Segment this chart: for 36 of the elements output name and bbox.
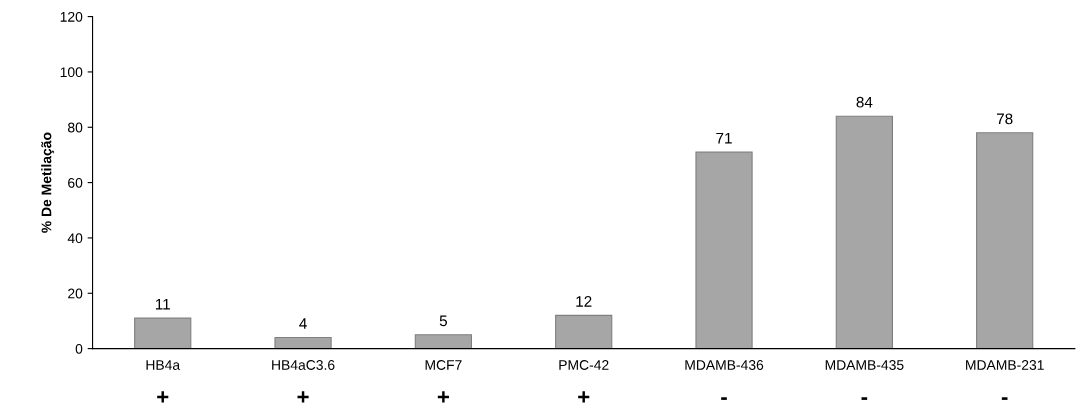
y-tick-label: 80	[68, 122, 83, 133]
y-tick-label: 60	[68, 177, 83, 188]
data-label: 78	[996, 113, 1013, 125]
y-tick-label: 120	[60, 11, 83, 22]
text: +	[297, 391, 309, 403]
bar	[835, 115, 893, 349]
x-tick-label: HB4aC3.6	[272, 360, 335, 370]
bar	[555, 314, 613, 349]
text: -	[721, 397, 727, 400]
data-label: 5	[439, 315, 447, 327]
data-label: 4	[299, 318, 307, 329]
data-label: 11	[155, 298, 170, 310]
data-label: 71	[716, 132, 732, 144]
x-tick-label: HB4a	[146, 360, 181, 370]
text: +	[437, 391, 449, 403]
data-label: 12	[576, 296, 592, 307]
y-tick-label: 100	[60, 67, 83, 78]
text: -	[1001, 397, 1008, 400]
x-tick-label: MDAMB-436	[685, 360, 764, 370]
x-tick-label: PMC-42	[559, 360, 609, 370]
y-tick-label: 40	[67, 233, 83, 244]
bar	[414, 334, 472, 349]
bar	[134, 317, 192, 349]
y-tick-label: 0	[75, 343, 83, 354]
bar	[976, 132, 1034, 349]
text: +	[578, 391, 590, 403]
x-tick-label: MDAMB-231	[966, 360, 1044, 370]
y-tick-label: 20	[68, 288, 83, 299]
bar	[695, 151, 753, 349]
x-tick-label: MCF7	[425, 360, 462, 370]
y-axis-title: % De Metilação	[41, 132, 55, 233]
text: +	[157, 391, 169, 403]
data-label: 84	[856, 96, 873, 108]
bar	[274, 336, 332, 349]
text: -	[861, 397, 868, 400]
x-tick-label: MDAMB-435	[825, 360, 904, 370]
